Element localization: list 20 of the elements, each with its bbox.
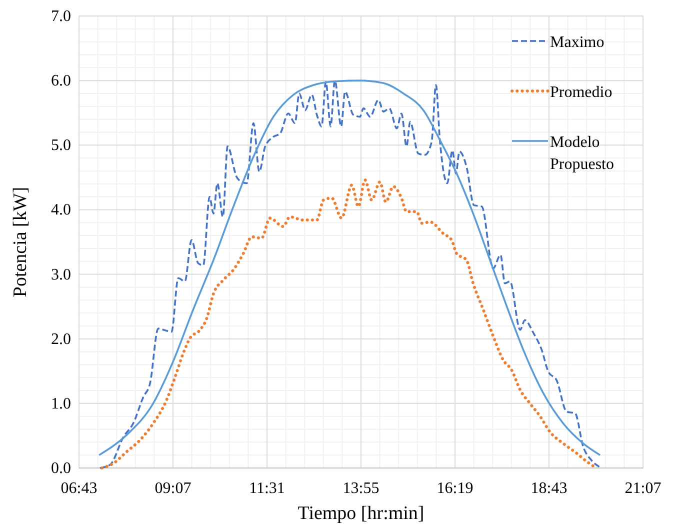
x-tick-label: 11:31 [249, 480, 285, 497]
y-tick-label: 0.0 [51, 460, 71, 477]
y-axis-title: Potencia [kW] [10, 186, 31, 298]
legend-label: Modelo Propuesto [550, 134, 614, 173]
y-tick-label: 2.0 [51, 330, 71, 348]
x-axis-title: Tiempo [hr:min] [298, 503, 424, 524]
y-tick-label: 5.0 [51, 137, 71, 154]
x-tick-label: 13:55 [342, 480, 380, 497]
x-tick-label: 21:07 [624, 480, 662, 497]
legend-label: Promedio [550, 84, 612, 101]
y-tick-label: 4.0 [51, 202, 71, 219]
y-tick-label: 7.0 [51, 8, 71, 25]
x-tick-label: 09:07 [154, 480, 192, 497]
x-tick-label: 18:43 [530, 480, 568, 497]
y-tick-label: 3.0 [51, 266, 71, 284]
y-tick-label: 6.0 [51, 72, 71, 90]
legend-label: Maximo [550, 34, 604, 51]
x-tick-label: 16:19 [436, 480, 474, 497]
x-tick-label: 06:43 [60, 480, 98, 497]
y-tick-label: 1.0 [51, 395, 71, 412]
